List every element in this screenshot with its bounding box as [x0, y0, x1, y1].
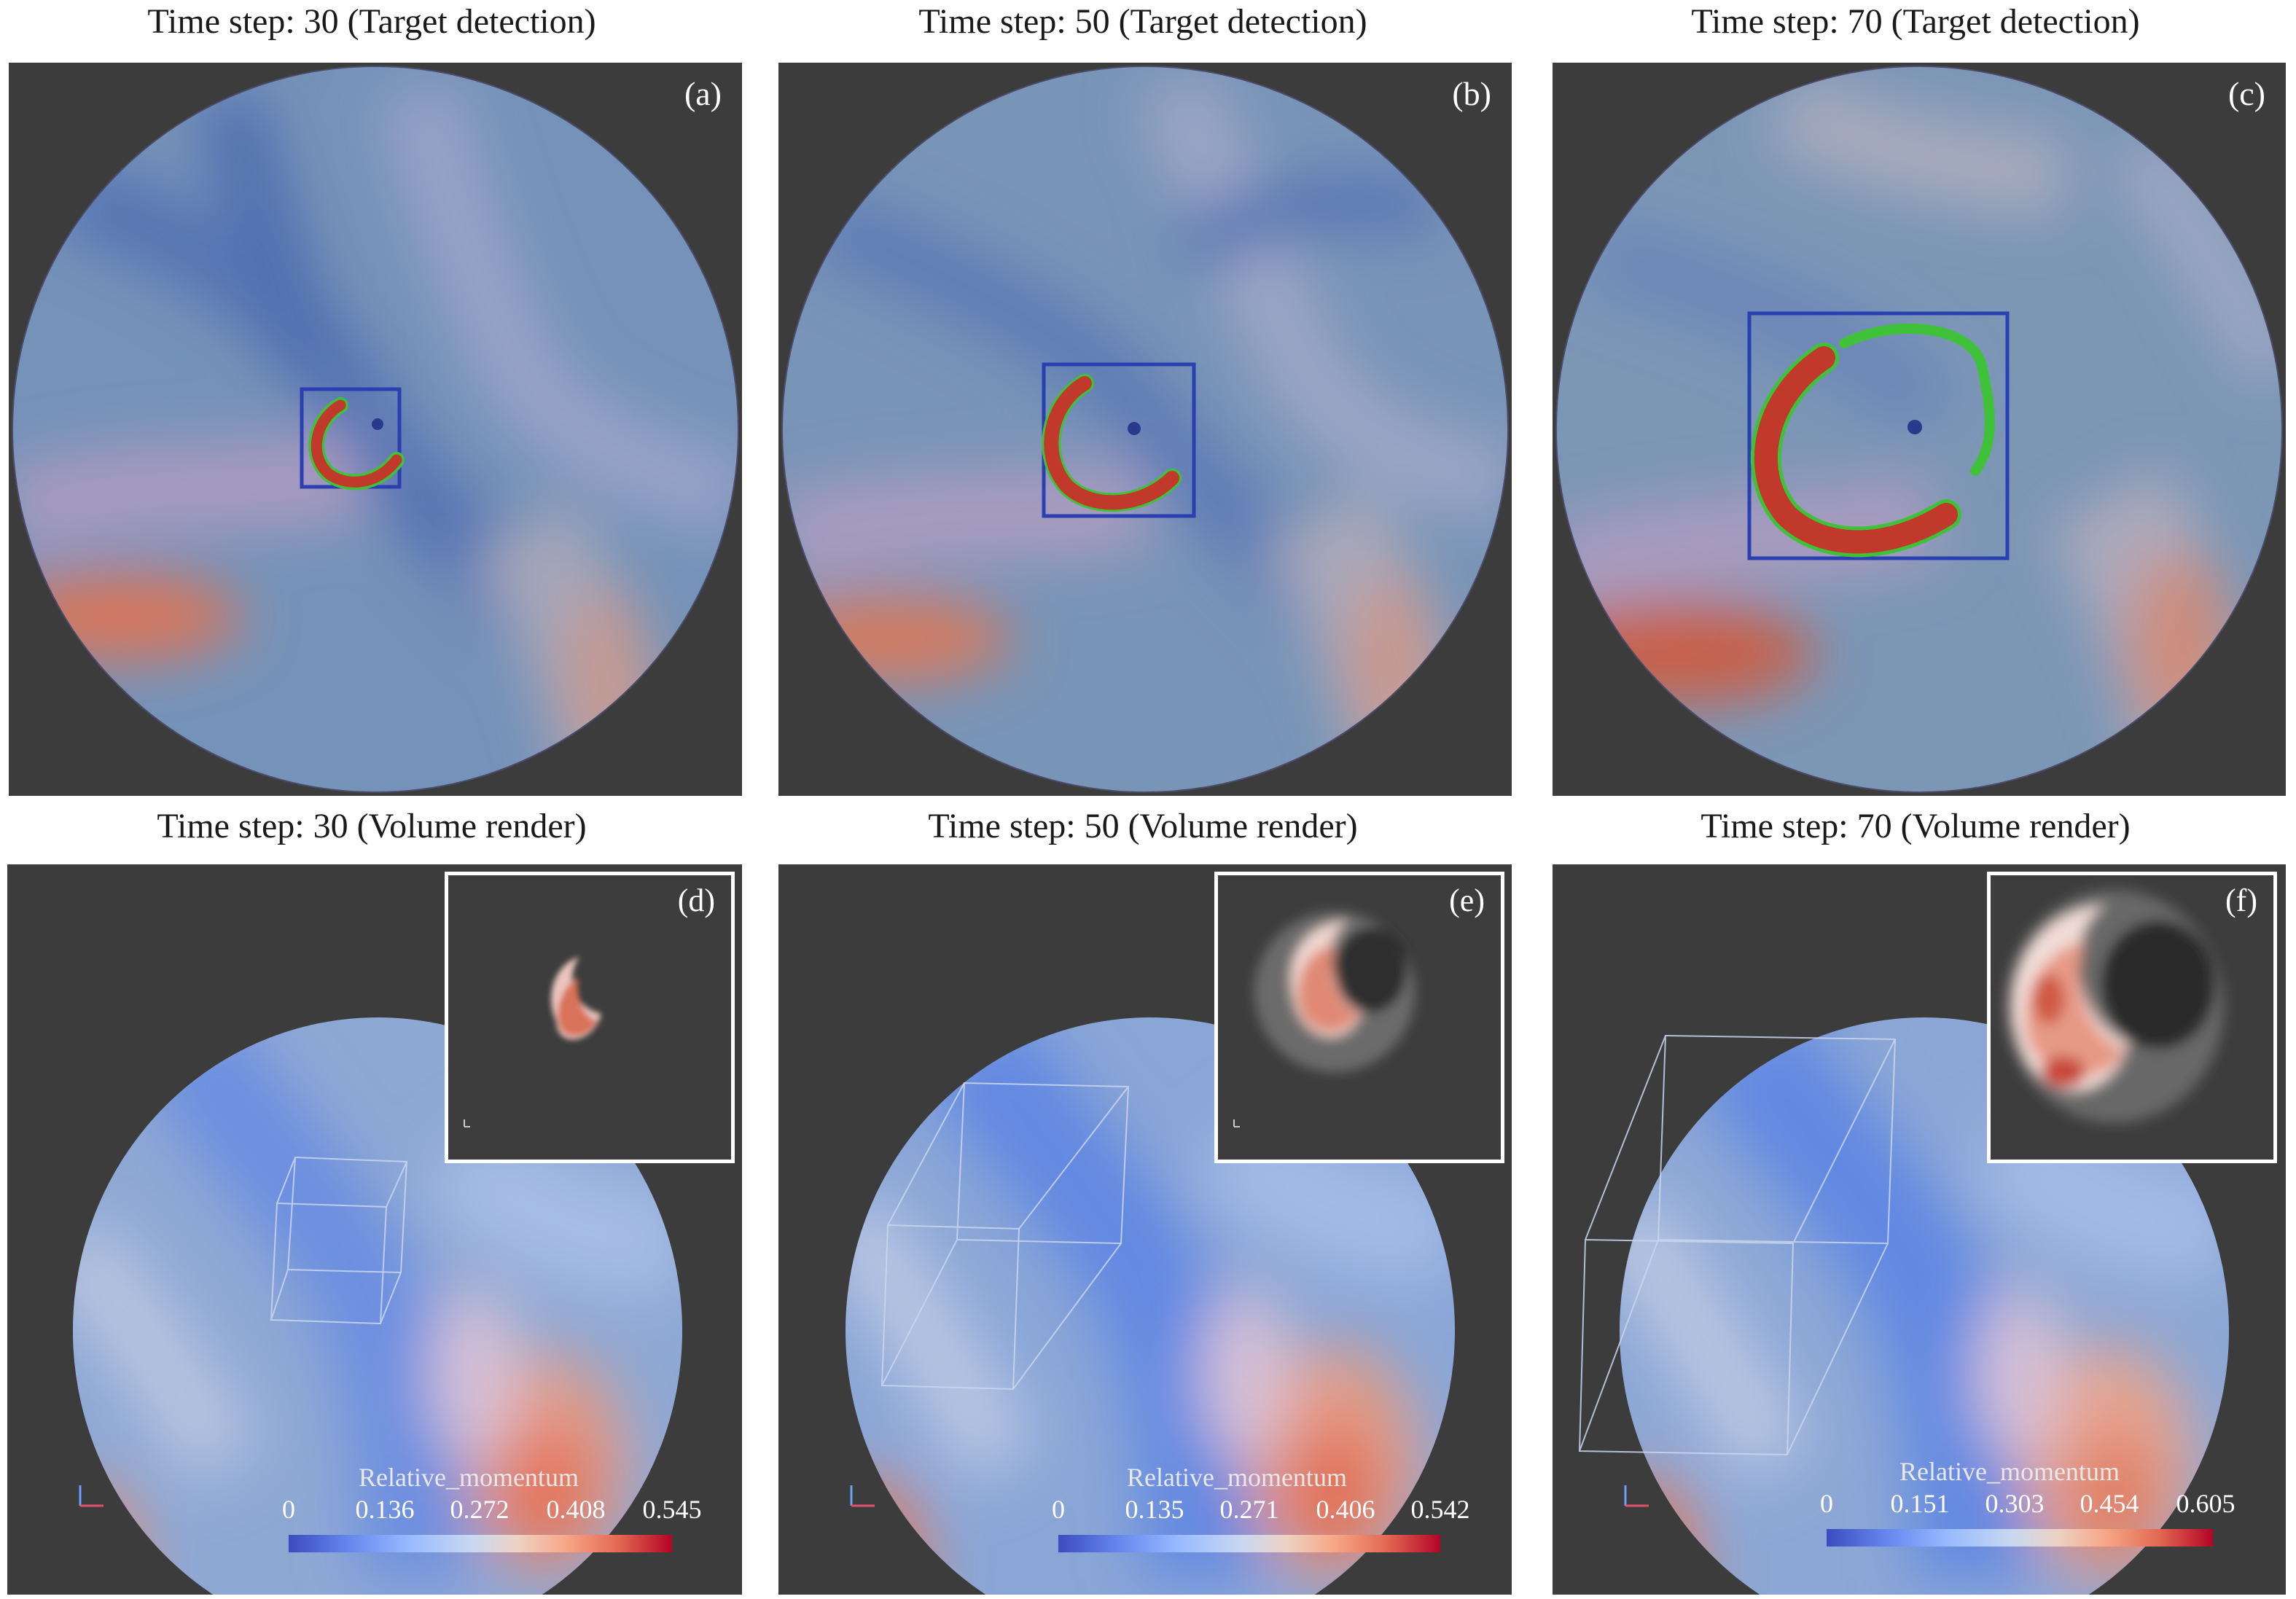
colorbar-f-tick: 0.303 — [1985, 1489, 2045, 1518]
colorbar-e-tick: 0.135 — [1125, 1495, 1184, 1524]
panel-a-label: (a) — [684, 75, 722, 112]
colorbar-d-tick: 0.545 — [642, 1495, 702, 1524]
panel-f-volume-render: (f) Relative_momentum 0 0.151 0.303 0.45… — [1553, 864, 2286, 1595]
flow-field-c — [1555, 66, 2283, 793]
colorbar-e-tick: 0.406 — [1316, 1495, 1375, 1524]
panel-d-inset: (d) — [445, 872, 735, 1163]
colorbar-d-tick: 0.272 — [450, 1495, 509, 1524]
colorbar-e — [1058, 1535, 1440, 1552]
inset-feature-e — [1233, 912, 1415, 1127]
panel-d-label: (d) — [677, 883, 715, 918]
colorbar-f-tick: 0.151 — [1890, 1489, 1950, 1518]
panel-b-label: (b) — [1452, 75, 1491, 112]
colorbar-d-tick: 0.408 — [546, 1495, 606, 1524]
colorbar-f-title: Relative_momentum — [1899, 1457, 2120, 1486]
panel-e-title: Time step: 50 (Volume render) — [928, 807, 1358, 845]
panel-e-inset: (e) — [1214, 872, 1504, 1163]
panel-d-volume-render: (d) Relative_momentum 0 0.136 0.272 0.40… — [7, 864, 742, 1595]
panel-b-target-detection: (b) — [778, 63, 1512, 796]
panel-f-inset: (f) — [1987, 872, 2277, 1163]
colorbar-f-tick: 0.605 — [2176, 1489, 2236, 1518]
colorbar-d-title: Relative_momentum — [359, 1463, 579, 1492]
colorbar-f — [1827, 1529, 2213, 1547]
colorbar-d-tick: 0 — [282, 1495, 295, 1524]
panel-d-title: Time step: 30 (Volume render) — [157, 807, 587, 845]
colorbar-e-tick: 0.271 — [1219, 1495, 1279, 1524]
detection-box-c — [1747, 311, 2010, 560]
panel-a-title: Time step: 30 (Target detection) — [147, 2, 596, 41]
colorbar-e-tick: 0.542 — [1410, 1495, 1470, 1524]
colorbar-f-tick: 0.454 — [2080, 1489, 2139, 1518]
panel-f-label: (f) — [2225, 883, 2257, 918]
colorbar-e-title: Relative_momentum — [1127, 1463, 1347, 1492]
panel-f-title: Time step: 70 (Volume render) — [1700, 807, 2131, 845]
panel-c-label: (c) — [2227, 75, 2265, 112]
inset-feature-f — [2005, 890, 2224, 1123]
colorbar-d-tick: 0.136 — [355, 1495, 415, 1524]
colorbar-f-tick: 0 — [1820, 1489, 1833, 1518]
panel-c-title: Time step: 70 (Target detection) — [1691, 2, 2140, 41]
panel-e-label: (e) — [1449, 883, 1485, 918]
flow-field-a — [12, 66, 739, 793]
panel-a-target-detection: (a) — [9, 63, 742, 796]
colorbar-e-tick: 0 — [1052, 1495, 1065, 1524]
volume-field-d — [73, 1017, 682, 1595]
panel-c-target-detection: (c) — [1553, 63, 2286, 796]
panel-e-volume-render: (e) Relative_momentum 0 0.135 0.271 0.40… — [778, 864, 1512, 1595]
panel-b-title: Time step: 50 (Target detection) — [918, 2, 1367, 41]
inset-feature-d — [464, 957, 601, 1127]
colorbar-d — [289, 1535, 672, 1552]
flow-field-b — [781, 66, 1509, 793]
